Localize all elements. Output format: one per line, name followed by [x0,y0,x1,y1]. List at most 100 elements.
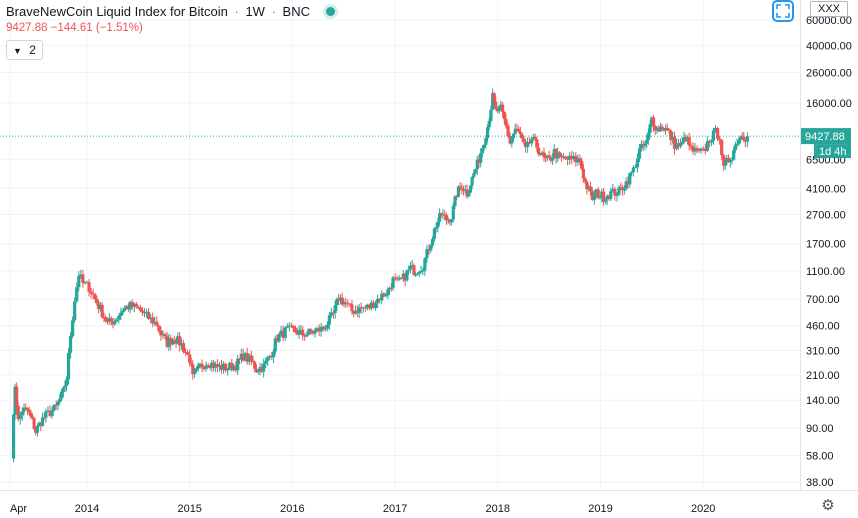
candle [27,406,31,416]
candle [81,269,85,288]
candle [709,138,714,147]
candle [121,308,125,315]
candle-body [241,353,245,361]
candle-body [159,330,163,336]
candle [317,324,321,337]
candle [730,156,734,165]
candle-body [542,152,546,158]
candle-body [563,156,568,159]
candle [531,133,536,141]
y-tick-label: 38.00 [806,477,834,489]
candle-body [522,138,526,142]
symbol-name[interactable]: BraveNewCoin Liquid Index for Bitcoin [6,4,228,19]
candle-body [107,318,111,322]
currency-button[interactable]: XXX [810,1,848,17]
candle [307,327,311,336]
candle-body [163,334,167,337]
candle [622,185,626,195]
indicators-count: 2 [29,43,36,57]
candle [208,364,212,371]
candle [645,134,649,149]
y-axis[interactable]: 38.00 58.00 90.00 140.00 210.00 310.00 460.00 7… [806,15,852,489]
candle-body [733,144,737,151]
x-axis[interactable]: Apr 2014 2015 2016 2017 2018 2019 2020 [10,503,715,515]
candle [22,403,26,416]
candle-body [657,128,661,132]
indicators-toggle-button[interactable]: ▼ 2 [6,40,43,60]
candle-body [660,126,664,129]
candle-body [89,291,93,294]
candle [537,143,541,157]
candle-body [293,328,298,333]
price-summary: 9427.88 −144.61 (−1.51%) [6,22,143,34]
candle [68,331,73,359]
candle-body [353,310,358,314]
candle-body [183,351,188,353]
candle-body [504,119,508,126]
candle [473,168,478,175]
candle [557,151,562,159]
candle [174,337,178,348]
y-tick-label: 26000.00 [806,67,852,79]
candle [271,348,276,364]
candle-body [95,299,99,304]
candle-body [475,159,479,170]
candle-body [365,304,369,308]
candle [136,305,140,310]
candle [655,126,659,134]
candle [439,212,443,218]
candle [198,362,202,369]
candle [309,328,313,336]
candle-body [456,186,461,197]
candle-body [495,108,500,112]
candle [18,411,22,425]
candle [446,217,450,224]
candle [157,324,161,334]
candle-body [378,298,382,301]
candle-body [71,320,75,337]
candle [525,137,530,153]
candle [715,126,720,142]
candle-body [738,136,743,141]
candle-body [669,130,673,140]
candle-body [100,304,104,318]
candle [140,306,145,317]
candle [653,124,657,135]
candle-body [453,196,457,206]
candle-body [528,141,532,144]
candle [376,294,380,309]
candle [44,408,48,424]
candle-body [707,141,711,143]
candle-body [631,167,635,173]
candle-body [52,404,56,411]
candle-body [196,365,200,369]
candle [674,138,679,151]
grid [0,0,800,490]
candle [305,331,309,338]
candle [407,265,411,275]
candle [206,363,210,368]
candle-body [237,358,242,360]
candle-body [119,312,123,316]
candle-body [513,128,517,134]
candle-body [689,145,693,147]
last-price-badge [801,128,851,145]
candle-body [651,117,656,127]
gear-icon[interactable]: ⚙ [821,497,835,514]
candle-body [113,321,117,325]
candle [631,165,635,177]
market-status-dot [325,7,335,17]
candle-body [497,106,501,112]
candle [701,146,705,152]
candle-body [264,360,268,364]
expand-button[interactable] [772,0,794,22]
candle [52,404,56,412]
candle-body [389,287,393,289]
separator: · [234,4,239,19]
x-tick-label: 2014 [75,503,99,515]
candle [648,120,652,138]
time-axis-border [0,490,858,491]
interval-label[interactable]: 1W [245,4,265,19]
candle-body [211,362,216,368]
